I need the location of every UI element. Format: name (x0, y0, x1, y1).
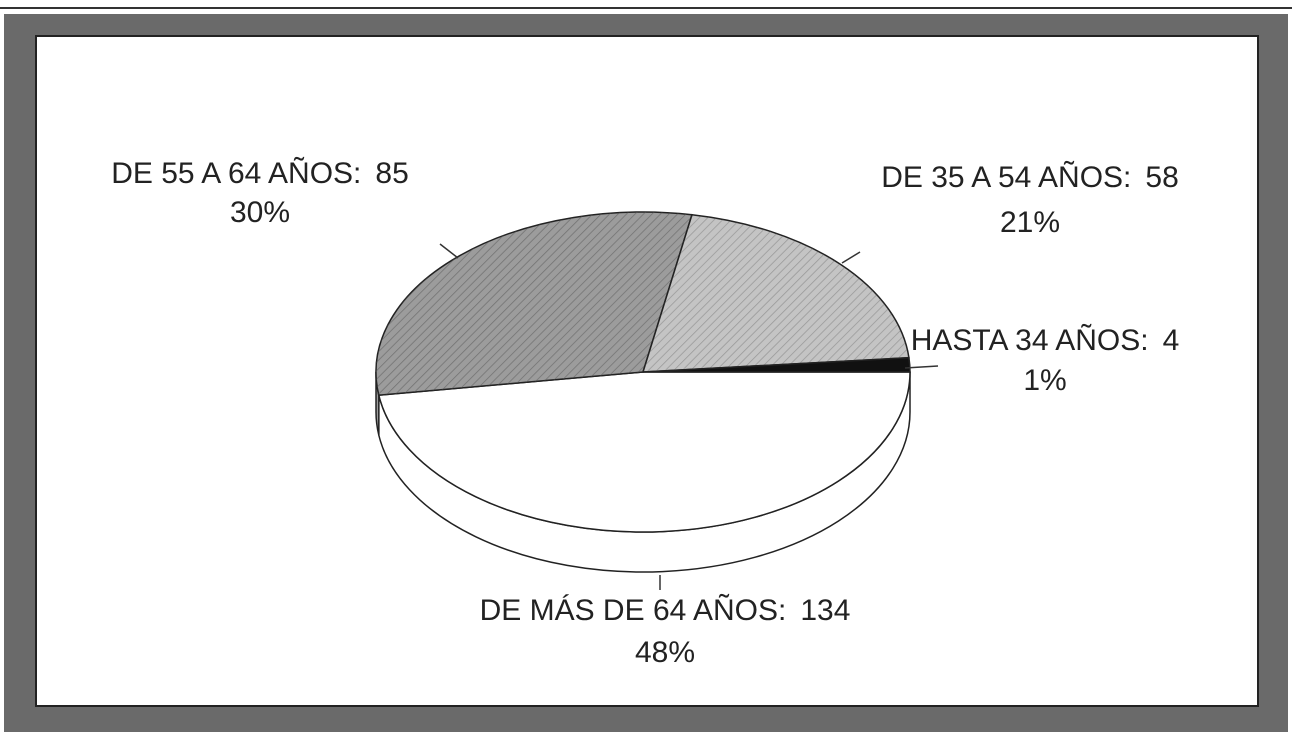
leader-lines (439, 243, 939, 590)
slice-label: DE MÁS DE 64 AÑOS: 134 (480, 593, 851, 627)
slice-label: DE 55 A 64 AÑOS: 85 (111, 156, 409, 190)
slice-label: HASTA 34 AÑOS: 4 (911, 323, 1180, 357)
percent-label: 1% (1023, 364, 1066, 397)
percent-label: 48% (635, 636, 695, 669)
category-label: HASTA 34 AÑOS: (911, 323, 1149, 357)
slice-hatch (643, 214, 909, 372)
percent-label: 21% (1000, 206, 1060, 239)
slice-hatch (375, 212, 692, 396)
value-label: 134 (800, 594, 850, 627)
pie (375, 211, 911, 573)
percent-label: 30% (230, 196, 290, 229)
category-label: DE MÁS DE 64 AÑOS: (480, 593, 787, 627)
value-label: 85 (375, 157, 408, 190)
slice-label: DE 35 A 54 AÑOS: 58 (881, 160, 1179, 194)
value-label: 58 (1145, 161, 1178, 194)
pie-slice (377, 371, 911, 533)
category-label: DE 35 A 54 AÑOS: (881, 160, 1131, 194)
pie-slice (642, 356, 911, 373)
category-label: DE 55 A 64 AÑOS: (111, 156, 361, 190)
value-label: 4 (1163, 324, 1180, 357)
